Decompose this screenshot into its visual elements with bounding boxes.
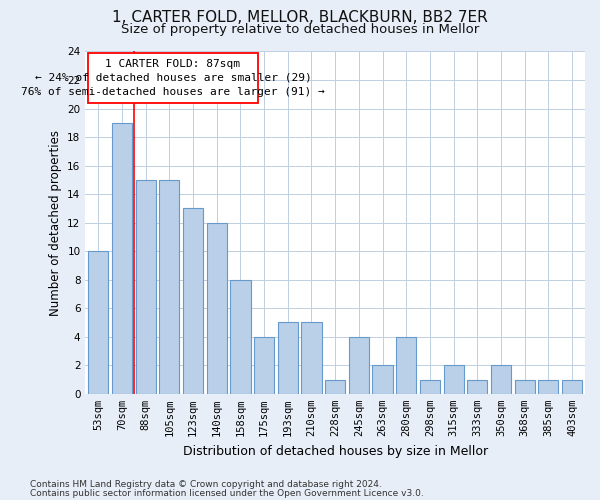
- Bar: [491, 366, 511, 394]
- Bar: [538, 380, 559, 394]
- Bar: [230, 280, 251, 394]
- Bar: [373, 366, 392, 394]
- Bar: [183, 208, 203, 394]
- Text: Contains public sector information licensed under the Open Government Licence v3: Contains public sector information licen…: [30, 488, 424, 498]
- X-axis label: Distribution of detached houses by size in Mellor: Distribution of detached houses by size …: [182, 444, 488, 458]
- Bar: [443, 366, 464, 394]
- Bar: [136, 180, 156, 394]
- Bar: [349, 337, 369, 394]
- Bar: [206, 222, 227, 394]
- Bar: [112, 123, 132, 394]
- Y-axis label: Number of detached properties: Number of detached properties: [49, 130, 62, 316]
- Bar: [515, 380, 535, 394]
- Bar: [301, 322, 322, 394]
- Text: 1, CARTER FOLD, MELLOR, BLACKBURN, BB2 7ER: 1, CARTER FOLD, MELLOR, BLACKBURN, BB2 7…: [112, 10, 488, 25]
- Bar: [88, 251, 109, 394]
- Bar: [254, 337, 274, 394]
- Bar: [160, 180, 179, 394]
- Bar: [562, 380, 582, 394]
- Text: Contains HM Land Registry data © Crown copyright and database right 2024.: Contains HM Land Registry data © Crown c…: [30, 480, 382, 489]
- Bar: [420, 380, 440, 394]
- Bar: [325, 380, 345, 394]
- FancyBboxPatch shape: [88, 53, 258, 103]
- Bar: [467, 380, 487, 394]
- Bar: [396, 337, 416, 394]
- Text: 1 CARTER FOLD: 87sqm
← 24% of detached houses are smaller (29)
76% of semi-detac: 1 CARTER FOLD: 87sqm ← 24% of detached h…: [21, 59, 325, 97]
- Bar: [278, 322, 298, 394]
- Text: Size of property relative to detached houses in Mellor: Size of property relative to detached ho…: [121, 22, 479, 36]
